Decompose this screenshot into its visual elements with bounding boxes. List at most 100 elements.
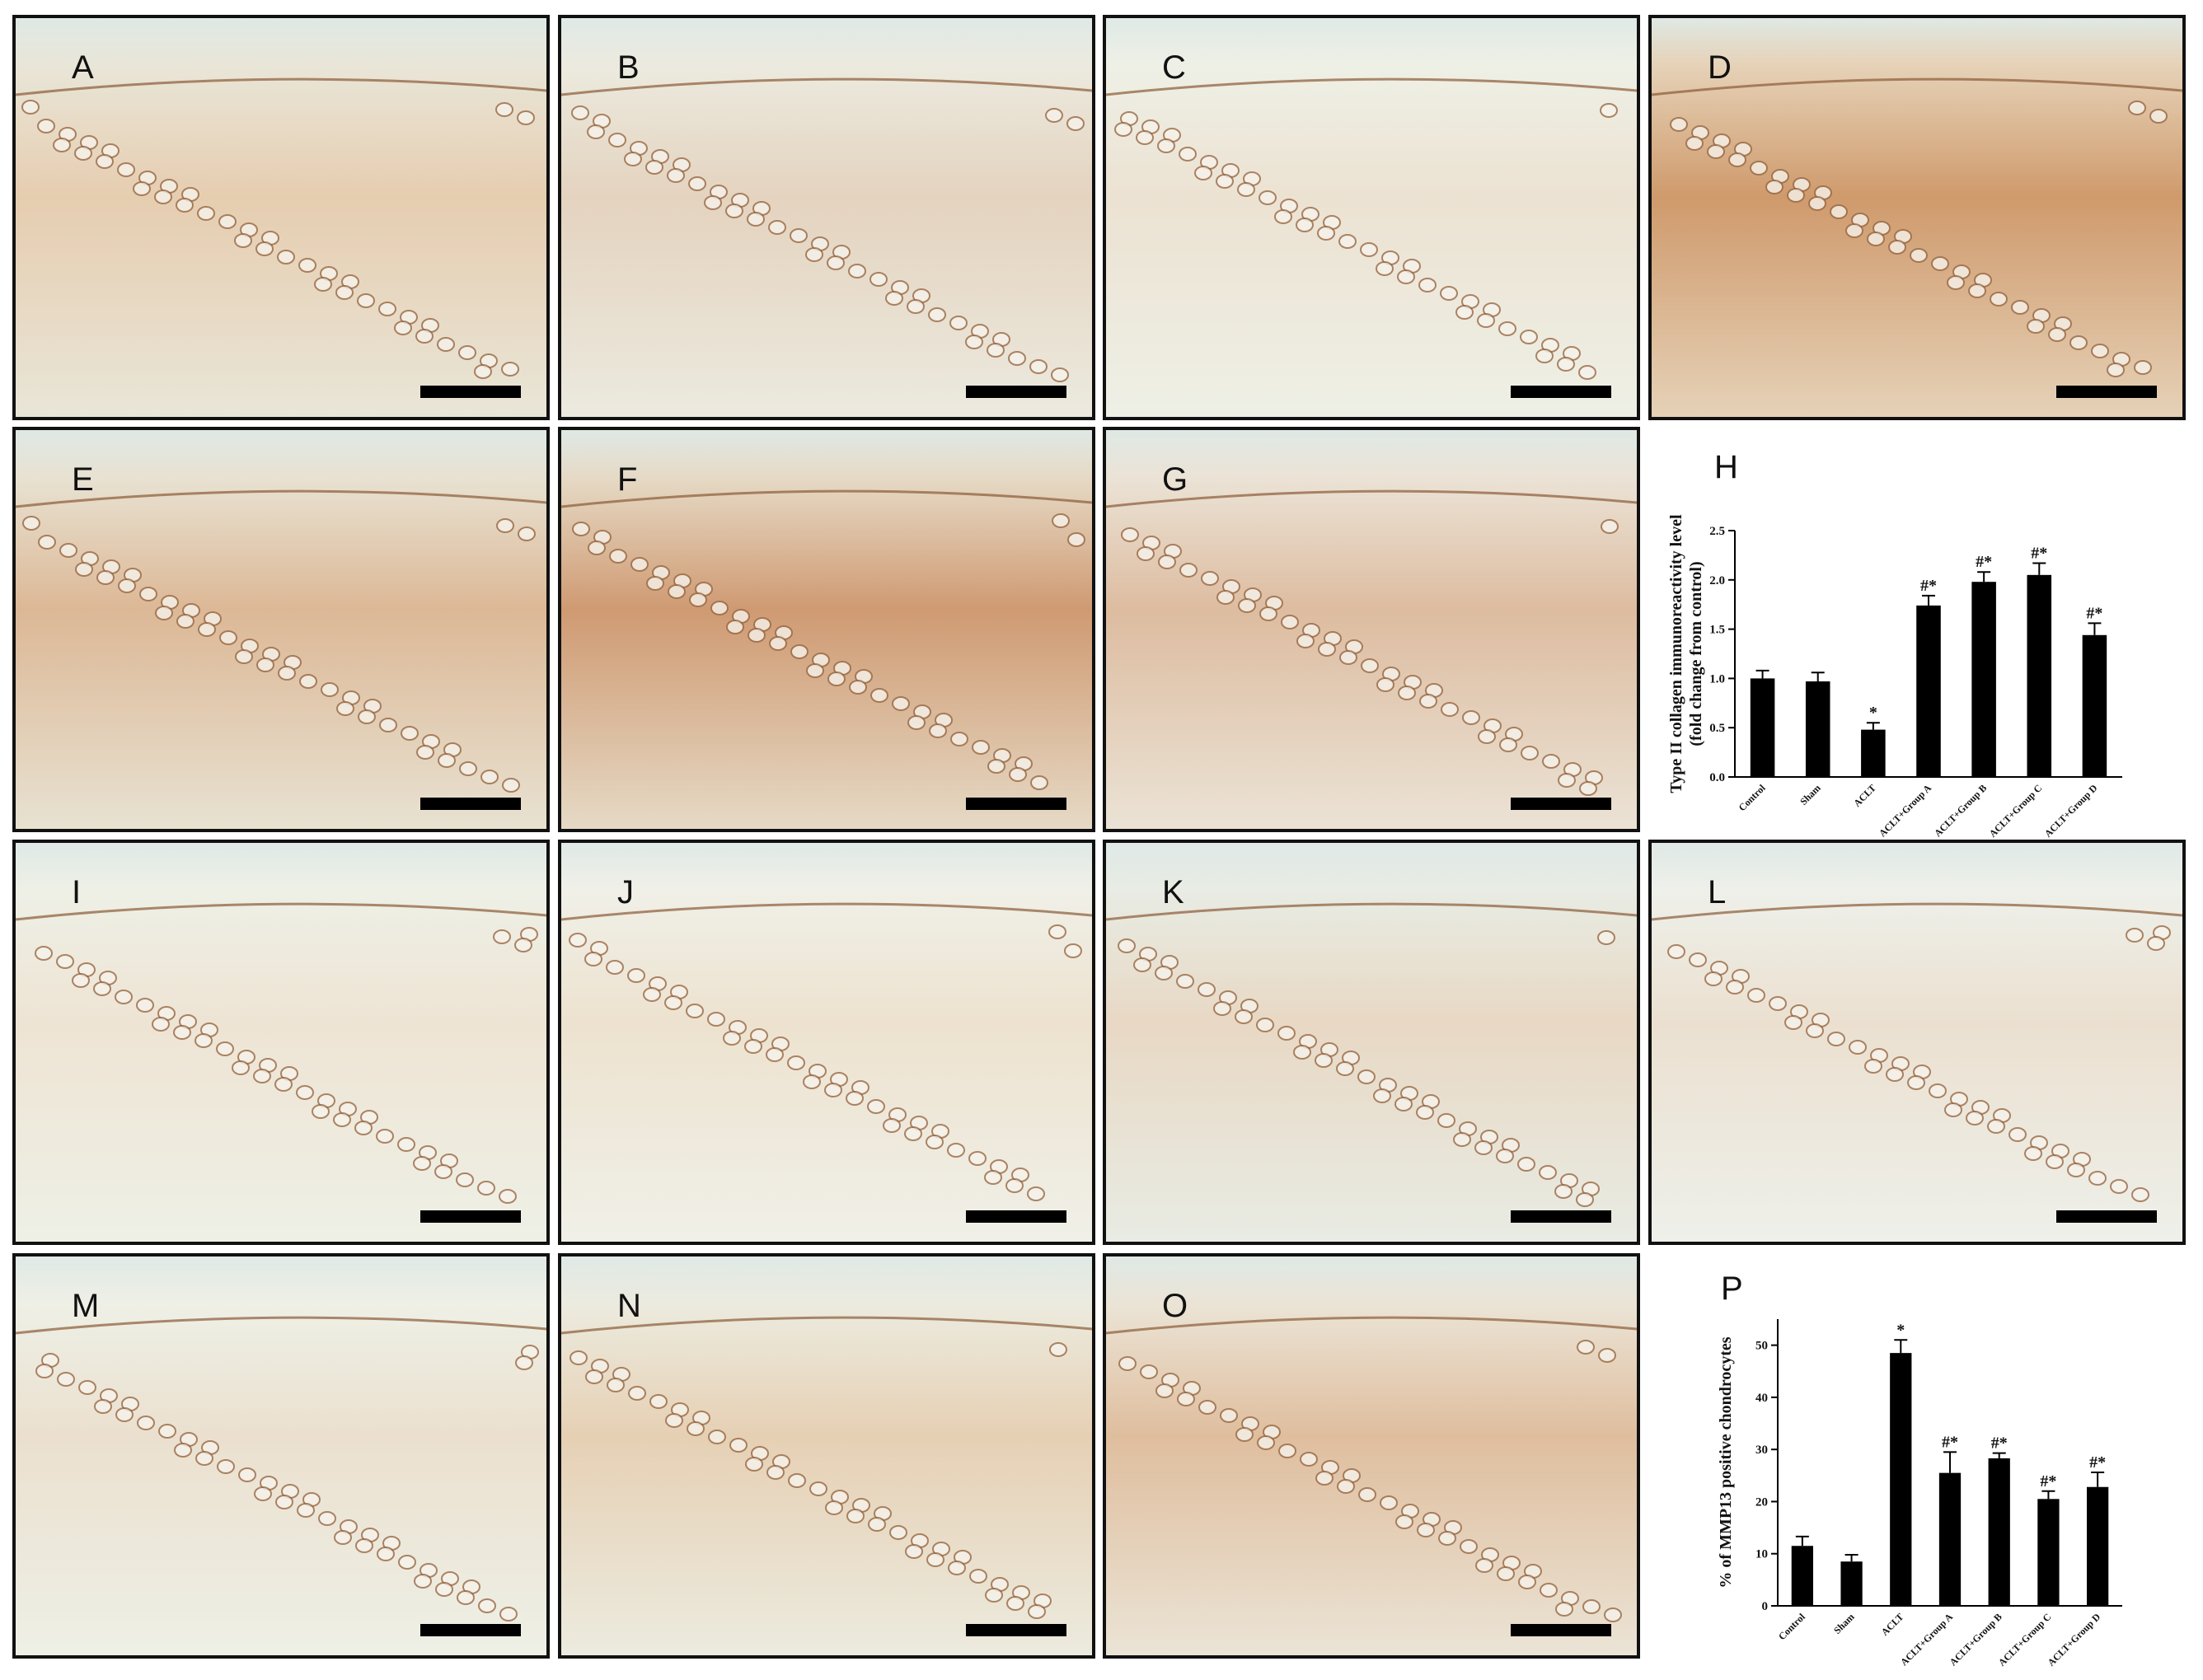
- chondrocyte: [477, 1181, 495, 1196]
- chondrocyte: [176, 198, 194, 213]
- chondrocyte: [1827, 1032, 1845, 1046]
- chondrocyte: [726, 620, 744, 634]
- chondrocyte: [1496, 1149, 1514, 1163]
- chondrocyte: [217, 1459, 235, 1474]
- chondrocyte: [136, 998, 154, 1013]
- chondrocyte: [96, 154, 114, 169]
- chondrocyte: [1558, 773, 1576, 788]
- chondrocyte: [2048, 327, 2066, 342]
- chondrocyte: [790, 644, 809, 659]
- chondrocyte: [1521, 746, 1539, 760]
- chondrocyte: [78, 1380, 96, 1395]
- chondrocyte: [1216, 590, 1235, 605]
- bar: [1840, 1561, 1863, 1606]
- chondrocyte: [1966, 1111, 1984, 1125]
- chondrocyte: [1394, 1097, 1413, 1111]
- chondrocyte: [197, 206, 215, 221]
- chondrocyte: [824, 1083, 842, 1097]
- chondrocyte: [723, 1031, 741, 1046]
- chondrocyte: [664, 995, 682, 1010]
- chondrocyte: [37, 119, 55, 133]
- y-tick-label: 50: [1755, 1340, 1768, 1353]
- chondrocyte: [1990, 292, 2008, 307]
- chondrocyte: [1009, 767, 1027, 782]
- y-tick-label: 1.0: [1709, 672, 1725, 686]
- chondrocyte: [312, 1104, 330, 1119]
- chondrocyte: [1600, 103, 1618, 118]
- chondrocyte: [1787, 188, 1805, 203]
- chondrocyte: [1540, 1583, 1558, 1598]
- x-tick-label: ACLT+Group A: [1877, 782, 1933, 839]
- chondrocyte: [1179, 147, 1197, 161]
- chondrocyte: [378, 302, 396, 316]
- chondrocyte: [1360, 242, 1378, 257]
- chondrocyte: [827, 255, 845, 270]
- chondrocyte: [1750, 161, 1768, 175]
- chondrocyte: [496, 518, 514, 533]
- chondrocyte: [2046, 1154, 2064, 1169]
- chondrocyte: [985, 1588, 1003, 1603]
- chondrocyte: [1049, 1342, 1067, 1357]
- chondrocyte: [1027, 1186, 1045, 1201]
- chondrocyte: [1830, 204, 1848, 219]
- chondrocyte: [296, 1085, 314, 1100]
- chondrocyte: [1158, 555, 1176, 569]
- chondrocyte: [1118, 938, 1136, 953]
- chondrocyte: [174, 1443, 192, 1458]
- x-tick-label: ACLT+Group C: [1987, 782, 2045, 840]
- chondrocyte: [499, 1607, 518, 1622]
- chondrocyte: [585, 1369, 603, 1384]
- chondrocyte: [624, 152, 642, 166]
- chondrocyte: [1518, 1575, 1536, 1589]
- chondrocyte: [869, 272, 888, 287]
- chondrocyte: [587, 124, 605, 139]
- chondrocyte: [1293, 1045, 1311, 1060]
- chondrocyte: [1194, 166, 1212, 180]
- chondrocyte: [867, 1099, 885, 1114]
- chondrocyte: [584, 952, 602, 966]
- x-tick-label: Sham: [1831, 1611, 1857, 1636]
- bar: [1916, 605, 1941, 777]
- chondrocyte: [234, 233, 252, 248]
- chondrocyte: [1747, 988, 1765, 1003]
- cartilage-surface: [560, 902, 1093, 921]
- chondrocyte: [321, 682, 339, 697]
- chondrocyte: [889, 1525, 907, 1540]
- chondrocyte: [2110, 1179, 2128, 1194]
- chondrocyte: [2024, 1146, 2042, 1161]
- y-tick-label: 30: [1755, 1444, 1768, 1457]
- panel-label: E: [72, 461, 94, 498]
- chondrocyte: [649, 1394, 668, 1409]
- bar: [1791, 1546, 1813, 1606]
- bar: [1938, 1472, 1962, 1606]
- chondrocyte: [515, 1355, 533, 1370]
- chondrocyte: [117, 162, 135, 177]
- chondrocyte: [72, 973, 90, 988]
- chondrocyte: [155, 606, 173, 620]
- chondrocyte: [643, 987, 661, 1002]
- chondrocyte: [1441, 702, 1459, 717]
- chondrocyte: [1140, 1364, 1158, 1379]
- chondrocyte: [725, 204, 743, 218]
- chondrocyte: [1176, 974, 1194, 989]
- chondrocyte: [255, 241, 274, 256]
- chondrocyte: [218, 214, 237, 229]
- scale-bar: [420, 386, 521, 398]
- chondrocyte: [335, 285, 354, 300]
- chondrocyte: [1539, 1165, 1557, 1180]
- chondrocyte: [1256, 1018, 1274, 1032]
- chondrocyte: [1281, 615, 1299, 629]
- chondrocyte: [1707, 144, 1725, 159]
- chondrocyte: [572, 522, 590, 536]
- chondrocyte: [1784, 1015, 1802, 1030]
- cartilage-surface: [1105, 902, 1638, 921]
- chondrocyte: [846, 1509, 865, 1523]
- chondrocyte: [1238, 598, 1256, 613]
- chondrocyte: [1689, 952, 1707, 967]
- chondrocyte: [609, 549, 627, 564]
- chondrocyte: [377, 1547, 395, 1561]
- bar: [1988, 1458, 2010, 1606]
- chondrocyte: [480, 770, 499, 784]
- chondrocyte: [688, 176, 706, 191]
- chondrocyte: [1520, 330, 1538, 344]
